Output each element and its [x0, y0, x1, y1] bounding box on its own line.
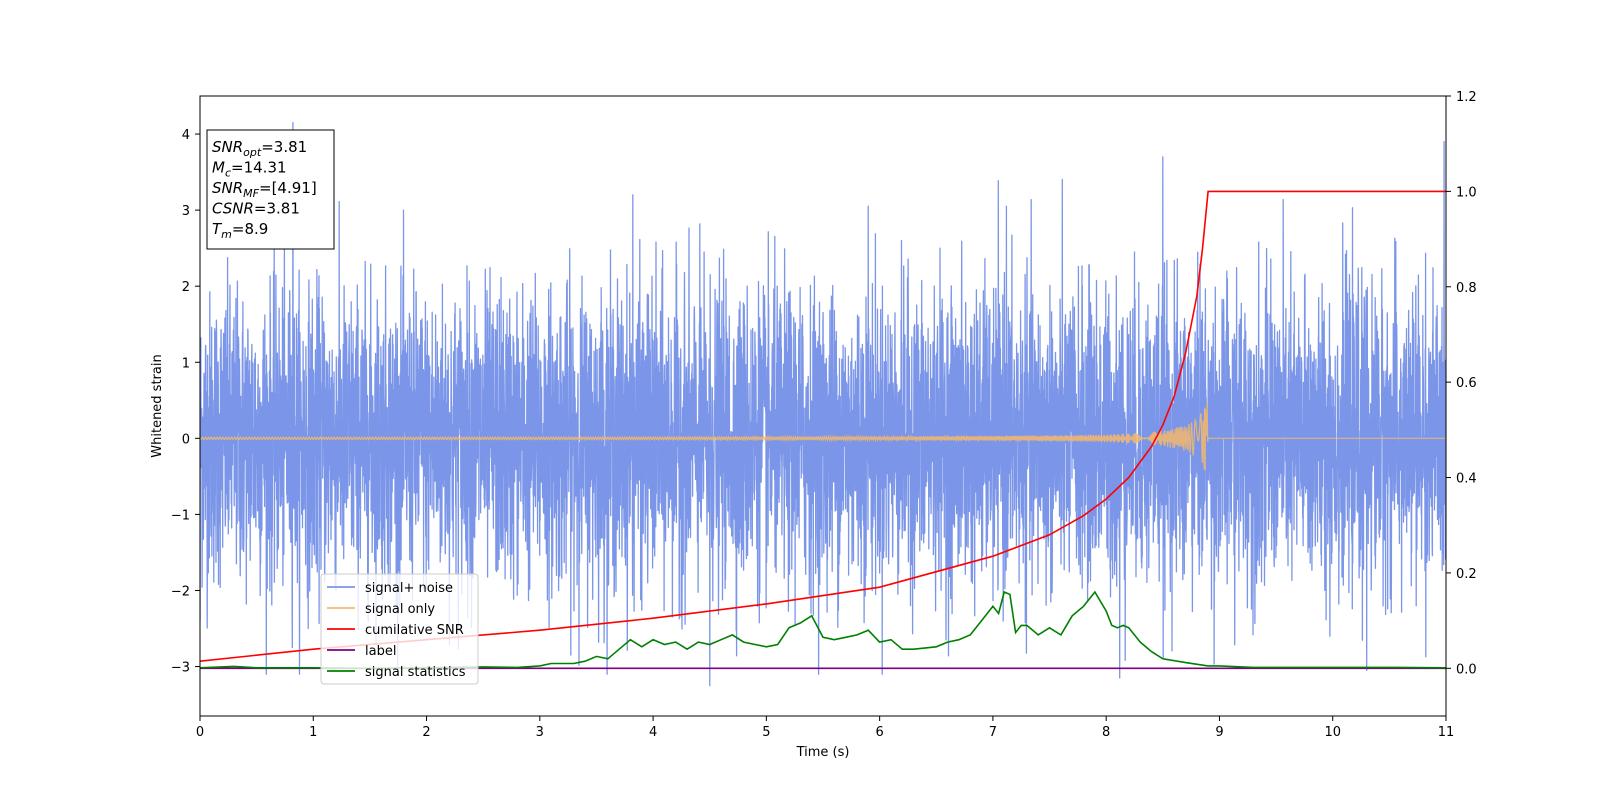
y-axis-right: 0.0 0.2 0.4 0.6 0.8 1.0 1.2 [1446, 90, 1477, 677]
y-axis-label: Whitened strain [150, 354, 165, 457]
info-line-4: Tm=8.9 [212, 220, 268, 241]
y-tick-label-7: 4 [182, 128, 190, 143]
y-tick-label-2: −1 [171, 508, 190, 523]
x-tick-label-8: 8 [1102, 725, 1110, 740]
y-axis-left: −3 −2 −1 0 1 2 3 4 [171, 128, 200, 676]
series-signal-only [200, 402, 1446, 471]
plot-frame [199, 95, 1447, 717]
x-tick-label-6: 6 [875, 725, 883, 740]
info-line-1: Mc=14.31 [212, 159, 287, 180]
info-box-frame [206, 129, 335, 250]
x-tick-label-4: 4 [649, 725, 657, 740]
y-tick-label-3: 0 [182, 432, 190, 447]
x-tick-label-10: 10 [1324, 725, 1341, 740]
y2-tick-label-2: 0.4 [1456, 472, 1477, 487]
y-tick-label-4: 1 [182, 356, 190, 371]
x-tick-label-0: 0 [196, 725, 204, 740]
x-axis-label: Time (s) [796, 745, 850, 760]
legend-label-3: label [365, 644, 396, 659]
y2-tick-label-1: 0.2 [1456, 567, 1477, 582]
x-axis: 0 1 2 3 4 5 6 7 8 9 10 11 [196, 716, 1454, 740]
x-tick-label-7: 7 [989, 725, 997, 740]
x-tick-label-1: 1 [309, 725, 317, 740]
x-tick-label-9: 9 [1215, 725, 1223, 740]
legend: signal+ noise signal only cumilative SNR la… [320, 573, 479, 685]
y2-tick-label-6: 1.2 [1456, 90, 1477, 105]
x-tick-label-3: 3 [536, 725, 544, 740]
y2-tick-label-5: 1.0 [1456, 185, 1477, 200]
y-tick-label-0: −3 [171, 661, 190, 676]
y2-tick-label-3: 0.6 [1456, 376, 1477, 391]
y2-tick-label-4: 0.8 [1456, 281, 1477, 296]
series-cumilative-snr [200, 190, 1446, 662]
legend-frame [320, 573, 479, 685]
x-tick-label-5: 5 [762, 725, 770, 740]
legend-label-4: signal statistics [365, 665, 466, 680]
legend-label-2: cumilative SNR [365, 623, 464, 638]
y2-tick-label-0: 0.0 [1456, 662, 1477, 677]
y-tick-label-5: 2 [182, 280, 190, 295]
info-line-3: CSNR=3.81 [212, 200, 300, 218]
legend-label-1: signal only [365, 602, 435, 617]
info-line-0: SNRopt=3.81 [212, 138, 307, 159]
series-signal-statistics [200, 590, 1446, 670]
series-signal-plus-noise [200, 121, 1446, 687]
y-tick-label-1: −2 [171, 584, 190, 599]
x-tick-label-2: 2 [422, 725, 430, 740]
info-box: SNRopt=3.81Mc=14.31SNRMF=[4.91]CSNR=3.81… [206, 129, 335, 250]
legend-label-0: signal+ noise [365, 581, 453, 596]
x-tick-label-11: 11 [1438, 725, 1455, 740]
y-tick-label-6: 3 [182, 204, 190, 219]
info-line-2: SNRMF=[4.91] [212, 179, 317, 200]
